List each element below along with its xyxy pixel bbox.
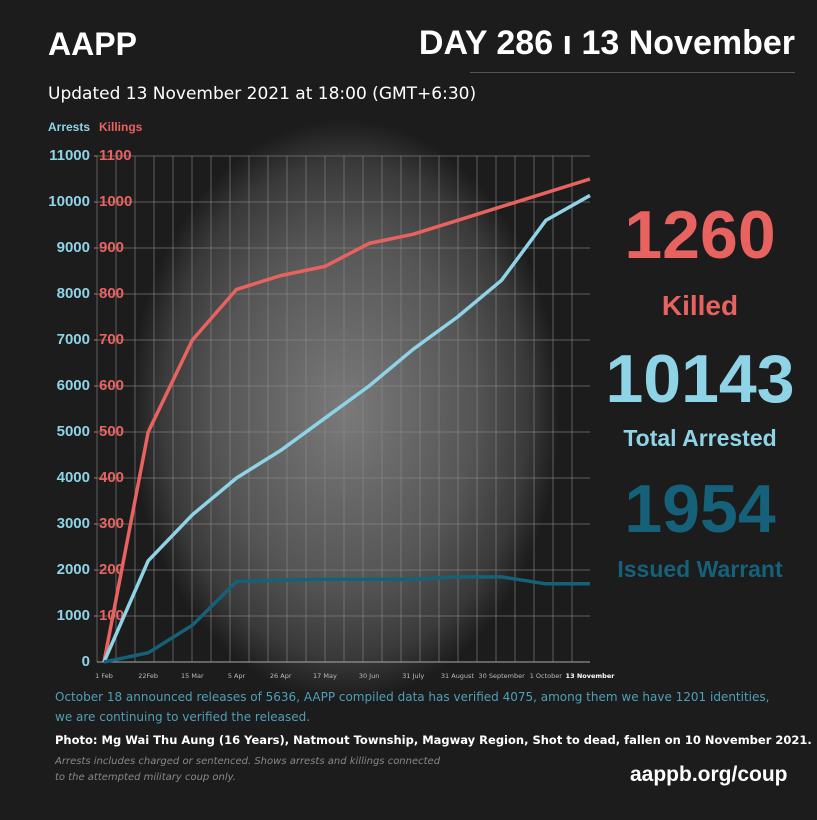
x-tick-label: 31 July (402, 672, 424, 680)
disclaimer: Arrests includes charged or sentenced. S… (55, 756, 441, 767)
y2-tick-label: 800 (99, 285, 124, 302)
y-tick-label: 5000 (57, 423, 90, 440)
y-tick-label: 3000 (57, 515, 90, 532)
y2-axis-title: Killings (99, 120, 143, 134)
x-tick-label: 22Feb (138, 672, 158, 680)
x-tick-label: 5 Apr (228, 672, 246, 680)
series-line (102, 193, 591, 663)
photo-placeholder (130, 120, 560, 700)
series-line (102, 177, 591, 663)
divider (470, 72, 795, 73)
y2-tick-label: 400 (99, 469, 124, 486)
y-tick-label: 2000 (57, 561, 90, 578)
y2-tick-label: 200 (99, 561, 124, 578)
stat-label: Issued Warrant (617, 556, 783, 582)
y-tick-label: 4000 (57, 469, 90, 486)
y2-tick-label: 1100 (99, 147, 132, 164)
y-tick-label: 0 (82, 653, 90, 670)
y-tick-label: 6000 (57, 377, 90, 394)
logo: AAPP (48, 26, 137, 62)
stat-label: Killed (661, 290, 739, 321)
y-tick-label: 8000 (57, 285, 90, 302)
x-tick-label: 1 October (530, 672, 563, 680)
x-tick-label: 26 Apr (270, 672, 292, 680)
release-note: October 18 announced releases of 5636, A… (55, 690, 770, 704)
x-tick-label: 1 Feb (95, 672, 113, 680)
day-title: DAY 286 ı 13 November (418, 24, 795, 62)
y-tick-label: 9000 (57, 239, 90, 256)
updated: Updated 13 November 2021 at 18:00 (GMT+6… (48, 84, 477, 104)
y2-tick-label: 600 (99, 377, 124, 394)
stat-value: 1954 (624, 471, 776, 547)
y-tick-label: 10000 (48, 193, 90, 210)
x-tick-label: 17 May (313, 672, 337, 680)
y2-tick-label: 700 (99, 331, 124, 348)
y-tick-label: 11000 (49, 147, 90, 164)
stat-value: 1260 (624, 197, 776, 273)
x-tick-label: 31 August (441, 672, 475, 680)
y-tick-label: 1000 (57, 607, 90, 624)
photo-caption: Photo: Mg Wai Thu Aung (16 Years), Natmo… (55, 733, 812, 747)
url: aappb.org/coup (630, 763, 788, 786)
y2-tick-label: 500 (99, 423, 124, 440)
y-axis-title: Arrests (48, 120, 90, 134)
stat-label: Total Arrested (623, 425, 777, 451)
x-tick-label: 15 Mar (181, 672, 204, 680)
y-tick-label: 7000 (57, 331, 90, 348)
y2-tick-label: 1000 (99, 193, 132, 210)
disclaimer: to the attempted military coup only. (55, 772, 236, 783)
chart: Arrests Killings 0 1000 2000 3000 4000 5000 60… (48, 120, 616, 700)
stat-value: 10143 (605, 341, 795, 417)
x-tick-label: 13 November (566, 672, 616, 680)
release-note: we are continuing to verified the releas… (55, 710, 311, 724)
x-tick-label: 30 September (479, 672, 526, 680)
y2-tick-label: 300 (99, 515, 124, 532)
x-tick-label: 30 Jun (359, 672, 380, 680)
series-line (103, 575, 590, 664)
y2-tick-label: 900 (99, 239, 124, 256)
